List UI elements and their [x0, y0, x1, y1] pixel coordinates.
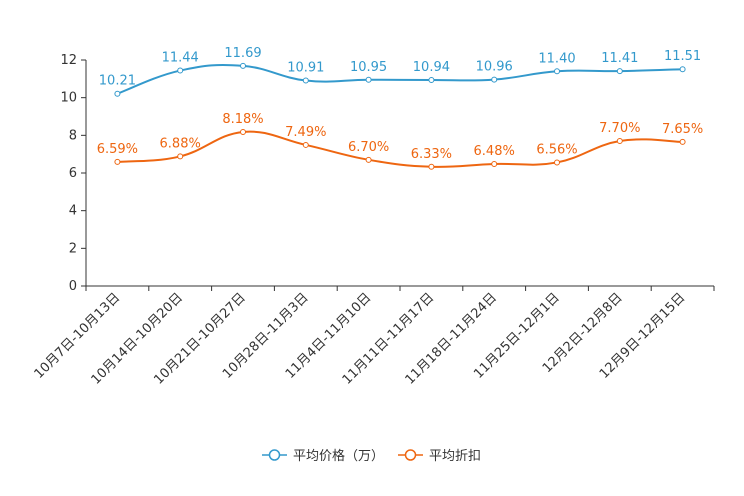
legend-item-0[interactable]: 平均价格（万）	[262, 448, 384, 464]
data-point	[240, 128, 246, 135]
data-label: 6.33%	[411, 147, 452, 162]
data-label: 7.65%	[662, 122, 703, 137]
data-label: 11.41	[601, 51, 638, 66]
data-label: 7.70%	[599, 121, 640, 136]
data-label: 10.91	[287, 61, 324, 76]
data-label: 10.96	[476, 60, 513, 75]
data-label: 6.56%	[536, 142, 577, 157]
series-layer: 10.21 11.44 11.69 10.91 10.95 10.94 10.96 11.40…	[97, 46, 703, 170]
data-label: 8.18%	[222, 112, 263, 127]
data-point	[491, 76, 498, 83]
data-label: 6.70%	[348, 140, 389, 155]
data-point	[428, 163, 435, 170]
data-label: 10.21	[99, 74, 136, 89]
data-point	[679, 66, 686, 73]
data-point	[177, 153, 184, 160]
legend: 平均价格（万） 平均折扣	[262, 448, 481, 464]
data-label: 10.94	[413, 60, 450, 75]
data-point	[114, 158, 121, 165]
legend-label: 平均折扣	[429, 449, 481, 464]
legend-label: 平均价格（万）	[293, 448, 384, 464]
y-tick-label: 0	[69, 279, 77, 294]
y-tick-label: 12	[60, 53, 77, 68]
x-axis-ticks: 10月7日-10月13日10月14日-10月20日10月21日-10月27日10…	[32, 286, 715, 388]
legend-marker-icon	[268, 449, 281, 461]
data-label: 11.51	[664, 49, 701, 64]
data-label: 11.40	[538, 51, 575, 66]
data-point	[302, 141, 309, 148]
y-tick-label: 8	[69, 128, 77, 143]
y-axis-ticks: 0 2 4 6 8 10 12	[60, 53, 86, 294]
data-label: 6.59%	[97, 142, 138, 157]
data-point	[114, 90, 121, 97]
data-point	[365, 156, 372, 163]
data-label: 11.44	[162, 51, 199, 66]
data-point	[491, 160, 498, 167]
axes	[85, 60, 714, 287]
y-tick-label: 2	[69, 241, 77, 256]
data-label: 6.88%	[160, 136, 201, 151]
data-point	[554, 68, 560, 75]
data-point	[616, 68, 623, 75]
series-line	[117, 63, 683, 95]
data-label: 11.69	[224, 46, 261, 61]
data-point	[554, 159, 560, 166]
data-label: 7.49%	[285, 125, 326, 140]
data-point	[177, 67, 184, 74]
y-tick-label: 6	[69, 166, 77, 181]
series-line	[117, 130, 683, 168]
data-label: 6.48%	[474, 144, 515, 159]
data-point	[240, 62, 246, 69]
series-1: 6.59% 6.88% 8.18% 7.49% 6.70% 6.33% 6.48% 6.56%…	[97, 112, 703, 170]
legend-marker-icon	[404, 449, 417, 461]
legend-item-1[interactable]: 平均折扣	[398, 449, 481, 464]
data-point	[616, 137, 623, 144]
y-tick-label: 4	[69, 204, 77, 219]
data-point	[365, 76, 372, 83]
series-0: 10.21 11.44 11.69 10.91 10.95 10.94 10.96 11.40…	[99, 46, 701, 97]
data-point	[428, 76, 435, 83]
data-point	[679, 138, 686, 145]
y-tick-label: 10	[60, 91, 77, 106]
data-label: 10.95	[350, 60, 387, 75]
data-point	[302, 77, 309, 84]
